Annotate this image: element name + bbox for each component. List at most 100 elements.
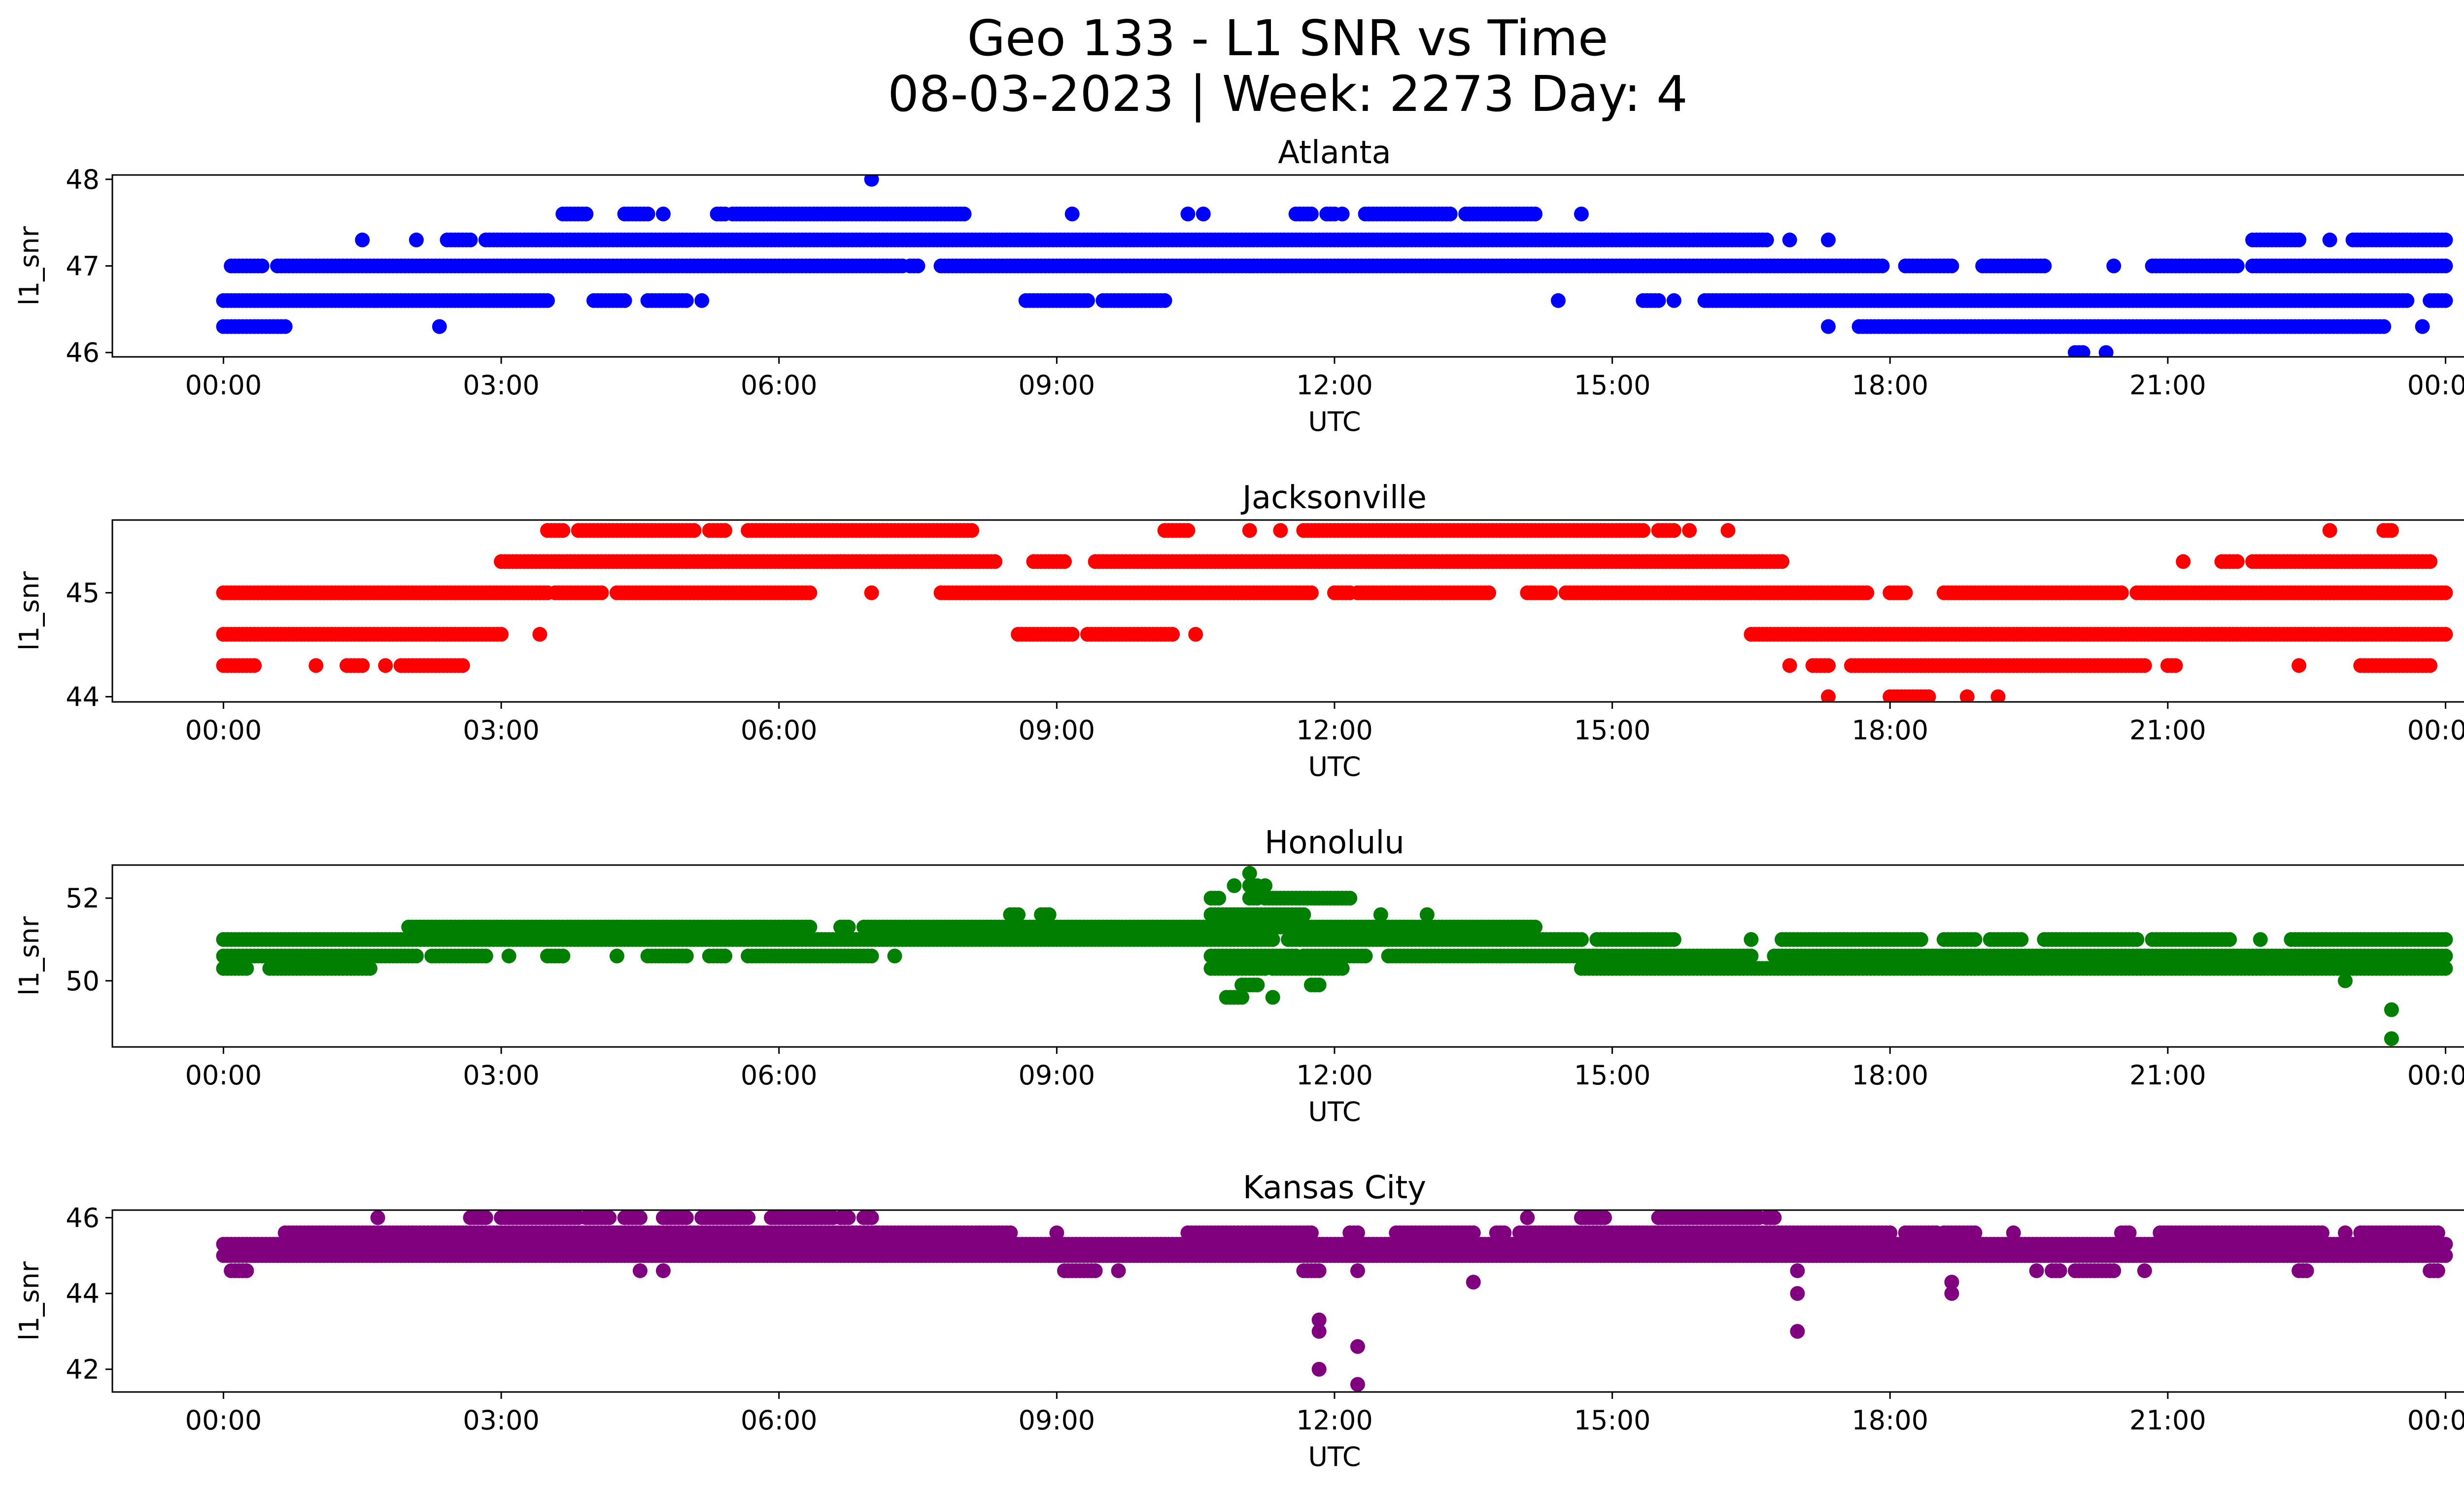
data-point — [2338, 973, 2353, 988]
data-point — [1720, 523, 1736, 538]
data-point — [1442, 207, 1458, 222]
x-tick-label: 00:00 — [185, 370, 262, 401]
data-point — [409, 232, 424, 247]
x-tick-label: 09:00 — [1019, 370, 1095, 401]
data-point — [1242, 523, 1257, 538]
x-tick-label: 21:00 — [2129, 370, 2206, 401]
data-point — [1666, 523, 1681, 538]
data-point — [2438, 232, 2453, 247]
data-point — [2438, 932, 2453, 947]
x-axis-label: UTC — [1308, 1096, 1361, 1127]
data-point — [2399, 293, 2415, 308]
x-tick-label: 15:00 — [1574, 1060, 1651, 1091]
data-point — [718, 948, 733, 964]
data-point — [2292, 232, 2307, 247]
data-point — [1682, 523, 1697, 538]
data-point — [1744, 948, 1759, 964]
data-point — [1373, 907, 1388, 922]
data-point — [1041, 907, 1057, 922]
data-point — [1227, 878, 1242, 893]
data-point — [2014, 932, 2029, 947]
data-point — [1335, 961, 1350, 976]
data-point — [617, 293, 632, 308]
data-point — [632, 1263, 648, 1278]
x-tick-label: 00:00 — [185, 1060, 262, 1091]
x-tick-label: 00:00 — [185, 715, 262, 746]
data-point — [494, 626, 509, 642]
data-point — [1921, 689, 1936, 702]
panel-title: Kansas City — [1243, 1170, 1426, 1206]
data-point — [555, 948, 571, 964]
data-point — [1821, 689, 1836, 702]
y-tick-label: 47 — [66, 251, 100, 282]
data-point — [1744, 932, 1759, 947]
data-point — [1913, 932, 1928, 947]
data-point — [957, 207, 972, 222]
data-point — [478, 948, 493, 964]
data-point — [718, 523, 733, 538]
x-tick-label: 00:00 — [2407, 370, 2464, 401]
data-point — [1011, 907, 1026, 922]
data-point — [1304, 207, 1319, 222]
data-point — [555, 523, 571, 538]
data-point — [2384, 1002, 2399, 1017]
data-point — [887, 948, 902, 964]
data-point — [432, 319, 447, 334]
data-point — [355, 232, 370, 247]
y-axis-label: l1_snr — [14, 916, 45, 996]
data-point — [2098, 345, 2114, 357]
data-point — [1990, 689, 2006, 702]
data-point — [1335, 207, 1350, 222]
data-point — [1273, 523, 1288, 538]
data-point — [1528, 207, 1543, 222]
y-tick-label: 52 — [66, 883, 100, 914]
data-point — [2430, 1263, 2445, 1278]
data-point — [2137, 658, 2152, 673]
x-tick-label: 09:00 — [1019, 1060, 1095, 1091]
x-tick-label: 18:00 — [1851, 1060, 1928, 1091]
data-point — [1265, 990, 1280, 1005]
data-point — [594, 585, 609, 600]
figure-title-line1: Geo 133 - L1 SNR vs Time — [967, 9, 1608, 67]
x-tick-label: 03:00 — [463, 370, 540, 401]
data-point — [2229, 554, 2245, 569]
data-point — [2438, 948, 2453, 964]
data-point — [1898, 585, 1913, 600]
data-point — [2253, 932, 2268, 947]
panel-title: Jacksonville — [1240, 480, 1427, 516]
data-point — [239, 961, 254, 976]
data-point — [640, 207, 655, 222]
x-tick-label: 15:00 — [1574, 715, 1651, 746]
data-point — [2438, 258, 2453, 274]
data-point — [686, 523, 702, 538]
x-tick-label: 00:00 — [2407, 715, 2464, 746]
data-point — [1311, 977, 1327, 993]
x-axis-label: UTC — [1308, 751, 1361, 782]
data-point — [1959, 689, 1975, 702]
data-point — [409, 948, 424, 964]
x-tick-label: 03:00 — [463, 715, 540, 746]
y-axis-label: l1_snr — [14, 571, 45, 651]
data-point — [1311, 1263, 1327, 1278]
x-tick-label: 12:00 — [1296, 370, 1373, 401]
data-point — [2423, 658, 2438, 673]
data-point — [1111, 1263, 1126, 1278]
y-tick-label: 45 — [66, 578, 100, 609]
data-point — [841, 919, 856, 935]
data-point — [308, 658, 324, 673]
data-point — [1064, 207, 1080, 222]
data-point — [964, 523, 980, 538]
x-tick-label: 03:00 — [463, 1060, 540, 1091]
data-points — [216, 866, 2453, 1046]
data-point — [1543, 585, 1558, 600]
data-point — [679, 948, 694, 964]
data-point — [1944, 258, 1959, 274]
data-point — [239, 1263, 254, 1278]
data-point — [1080, 293, 1095, 308]
data-point — [2075, 345, 2090, 357]
x-tick-label: 06:00 — [741, 1060, 818, 1091]
data-point — [579, 207, 594, 222]
data-point — [1775, 554, 1790, 569]
